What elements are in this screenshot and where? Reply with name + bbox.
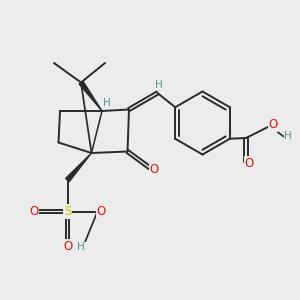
Polygon shape xyxy=(66,153,92,182)
Text: O: O xyxy=(97,205,106,218)
Text: O: O xyxy=(63,239,72,253)
Text: H: H xyxy=(103,98,110,108)
Text: H: H xyxy=(284,131,292,142)
Polygon shape xyxy=(79,81,102,111)
Text: H: H xyxy=(77,242,85,253)
Text: O: O xyxy=(29,205,38,218)
Text: H: H xyxy=(155,80,163,90)
Text: S: S xyxy=(64,205,71,218)
Text: O: O xyxy=(268,118,278,131)
Text: O: O xyxy=(244,157,253,170)
Text: O: O xyxy=(150,163,159,176)
